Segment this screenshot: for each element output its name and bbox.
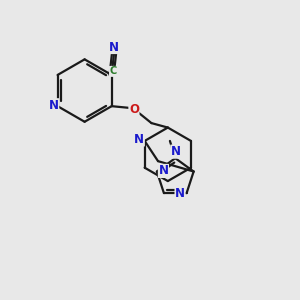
Text: N: N xyxy=(171,145,181,158)
Text: N: N xyxy=(134,133,144,146)
Text: N: N xyxy=(158,164,168,177)
Text: N: N xyxy=(175,187,185,200)
Text: N: N xyxy=(49,99,59,112)
Text: N: N xyxy=(109,40,119,53)
Text: C: C xyxy=(110,66,117,76)
Text: O: O xyxy=(129,103,139,116)
